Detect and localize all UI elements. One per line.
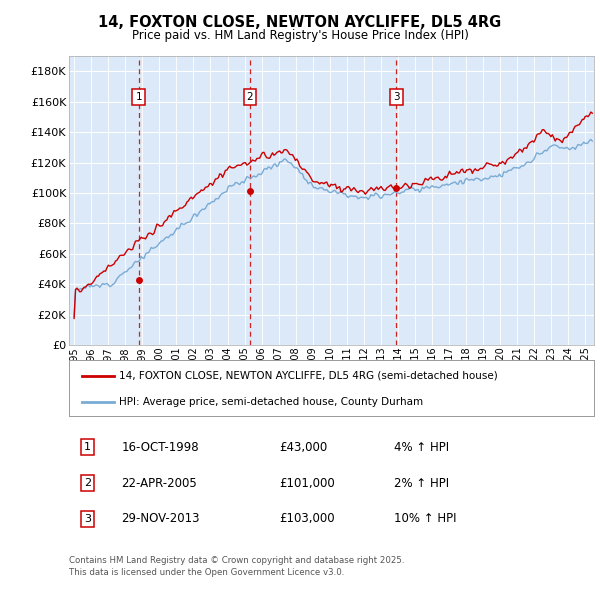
Text: HPI: Average price, semi-detached house, County Durham: HPI: Average price, semi-detached house,… — [119, 397, 423, 407]
Text: 1: 1 — [84, 442, 91, 452]
Text: £103,000: £103,000 — [279, 513, 335, 526]
Text: 3: 3 — [393, 92, 400, 102]
Text: £101,000: £101,000 — [279, 477, 335, 490]
Text: 2% ↑ HPI: 2% ↑ HPI — [395, 477, 449, 490]
Text: 29-NOV-2013: 29-NOV-2013 — [121, 513, 200, 526]
Text: 16-OCT-1998: 16-OCT-1998 — [121, 441, 199, 454]
Text: 4% ↑ HPI: 4% ↑ HPI — [395, 441, 449, 454]
Text: £43,000: £43,000 — [279, 441, 327, 454]
Text: 14, FOXTON CLOSE, NEWTON AYCLIFFE, DL5 4RG (semi-detached house): 14, FOXTON CLOSE, NEWTON AYCLIFFE, DL5 4… — [119, 371, 497, 381]
Text: 2: 2 — [247, 92, 253, 102]
Text: Contains HM Land Registry data © Crown copyright and database right 2025.: Contains HM Land Registry data © Crown c… — [69, 556, 404, 565]
Text: 2: 2 — [84, 478, 91, 488]
Text: Price paid vs. HM Land Registry's House Price Index (HPI): Price paid vs. HM Land Registry's House … — [131, 30, 469, 42]
Text: 1: 1 — [136, 92, 142, 102]
Text: This data is licensed under the Open Government Licence v3.0.: This data is licensed under the Open Gov… — [69, 568, 344, 576]
Text: 10% ↑ HPI: 10% ↑ HPI — [395, 513, 457, 526]
Text: 3: 3 — [84, 514, 91, 524]
Text: 22-APR-2005: 22-APR-2005 — [121, 477, 197, 490]
Text: 14, FOXTON CLOSE, NEWTON AYCLIFFE, DL5 4RG: 14, FOXTON CLOSE, NEWTON AYCLIFFE, DL5 4… — [98, 15, 502, 30]
